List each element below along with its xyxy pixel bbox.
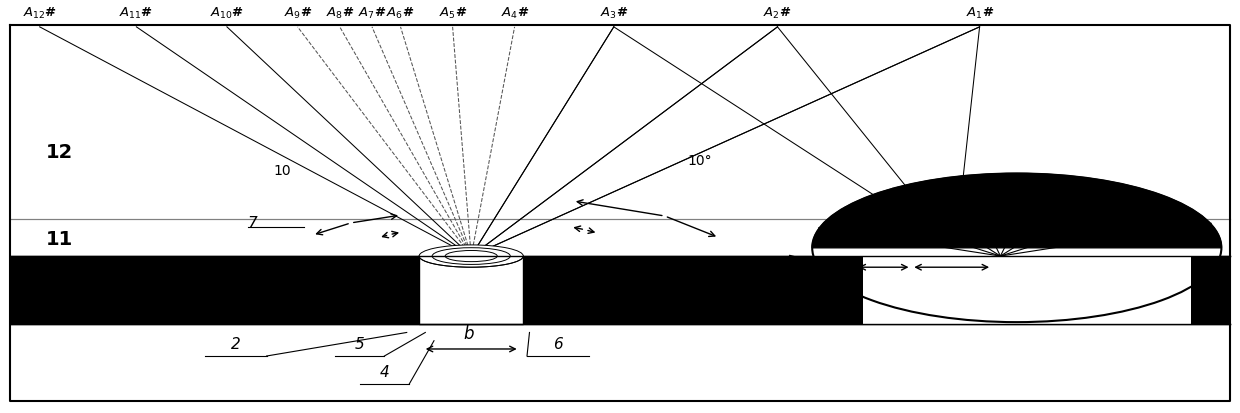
Text: $A_4$#: $A_4$#: [501, 6, 528, 21]
Text: $A_8$#: $A_8$#: [326, 6, 353, 21]
Text: $A_{12}$#: $A_{12}$#: [22, 6, 57, 21]
Text: 1m: 1m: [873, 276, 894, 289]
Text: 6: 6: [553, 337, 563, 352]
Bar: [812, 256, 863, 324]
Text: b: b: [464, 325, 474, 343]
Text: $A_{11}$#: $A_{11}$#: [119, 6, 154, 21]
Ellipse shape: [445, 250, 497, 262]
Text: 4: 4: [379, 365, 389, 380]
Text: 30°: 30°: [627, 274, 652, 288]
Text: 5: 5: [355, 337, 365, 352]
Text: 7: 7: [248, 216, 258, 230]
Text: 11: 11: [46, 230, 73, 249]
Text: 10: 10: [46, 282, 73, 301]
Text: $A_2$#: $A_2$#: [764, 6, 791, 21]
Text: $A_9$#: $A_9$#: [284, 6, 311, 21]
Ellipse shape: [812, 173, 1221, 322]
Text: $A_6$#: $A_6$#: [387, 6, 414, 21]
Text: 10: 10: [274, 164, 291, 178]
Text: $A_7$#: $A_7$#: [358, 6, 386, 21]
Text: $A_1$#: $A_1$#: [966, 6, 993, 21]
Text: $A_{10}$#: $A_{10}$#: [210, 6, 244, 21]
Ellipse shape: [432, 248, 511, 264]
Text: 30: 30: [304, 282, 321, 296]
Text: 12: 12: [46, 143, 73, 162]
Text: 10°: 10°: [687, 154, 712, 168]
Bar: [10, 256, 419, 324]
Text: 2: 2: [231, 337, 241, 352]
Polygon shape: [812, 173, 1221, 248]
Text: $A_3$#: $A_3$#: [600, 6, 627, 21]
Text: (b-2)/5m: (b-2)/5m: [925, 276, 978, 289]
Bar: [419, 256, 523, 324]
Bar: [863, 256, 1190, 324]
Bar: [1190, 256, 1221, 324]
Bar: [523, 256, 1230, 324]
Text: $A_5$#: $A_5$#: [439, 6, 466, 21]
Ellipse shape: [419, 245, 523, 267]
